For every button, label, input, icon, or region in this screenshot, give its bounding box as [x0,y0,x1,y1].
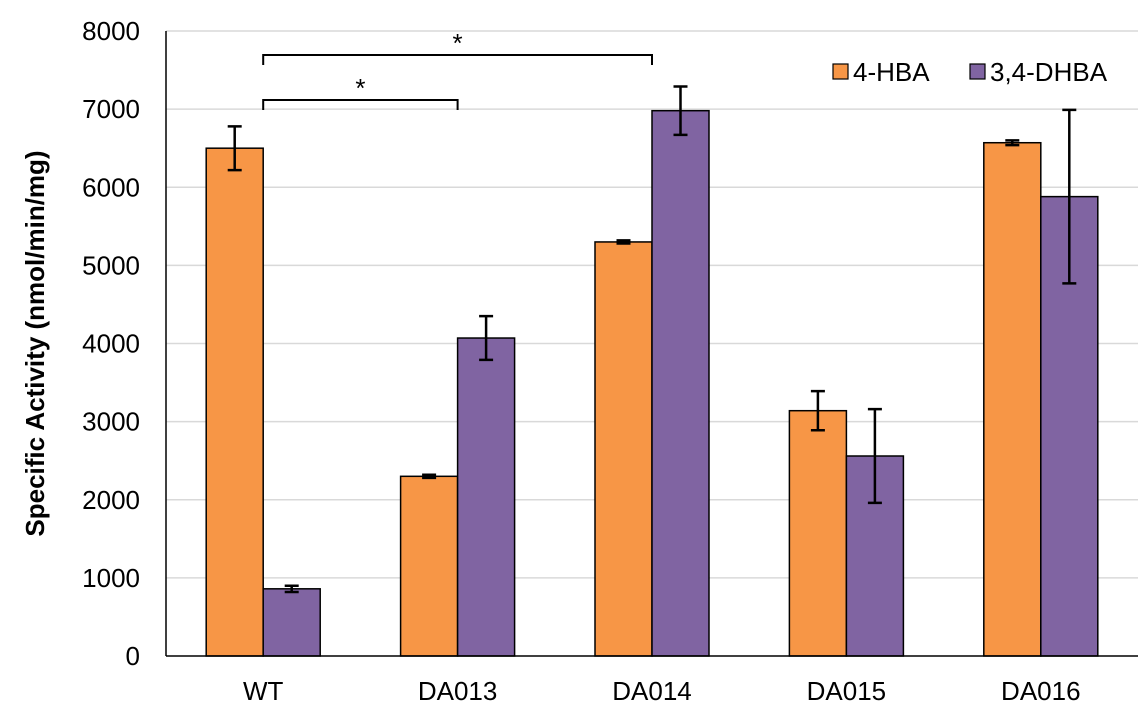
y-tick-label: 6000 [82,172,140,202]
legend-label: 4-HBA [853,57,930,87]
legend-swatch-4-hba [832,63,849,80]
bar-3-4-dhba-da014 [651,109,710,657]
error-bar [673,85,688,137]
error-bars [227,85,1077,594]
error-bar [810,389,825,432]
error-bar [479,314,494,362]
x-tick-label: DA015 [807,676,887,706]
bar-4-hba-da016 [983,141,1042,657]
bars [205,109,1099,657]
bar-4-hba-da013 [399,475,459,657]
y-tick-label: 8000 [82,16,140,46]
y-tick-label: 0 [126,641,140,671]
bar-4-hba-da015 [788,409,848,657]
x-tick-label: DA016 [1001,676,1081,706]
y-tick-label: 4000 [82,329,140,359]
error-bar [422,473,437,480]
error-bar [1005,139,1020,147]
significance-bracket [262,54,653,65]
error-bar [1062,108,1077,285]
y-tick-label: 2000 [82,485,140,515]
legend: 4-HBA 3,4-DHBA [832,57,1108,87]
bar-3-4-dhba-wt [262,588,321,657]
error-bar [867,407,882,505]
y-tick-label: 1000 [82,563,140,593]
bar-4-hba-da014 [594,241,653,657]
error-bar [616,239,631,245]
y-tick-label: 5000 [82,250,140,280]
significance-bracket [262,99,459,110]
y-axis-ticks: 0 1000 2000 3000 4000 5000 6000 7000 8000 [82,16,140,671]
significance-label: * [453,28,463,58]
legend-label: 3,4-DHBA [990,57,1108,87]
significance-label: * [355,73,365,103]
x-tick-label: DA014 [612,676,692,706]
y-axis-title: Specific Activity (nmol/min/mg) [20,150,50,536]
significance-brackets: ** [262,28,653,110]
bar-4-hba-wt [205,147,264,657]
y-tick-label: 7000 [82,94,140,124]
error-bar [227,125,242,172]
x-axis-ticks: WT DA013 DA014 DA015 DA016 [243,676,1081,706]
error-bar [284,584,299,594]
bar-3-4-dhba-da013 [456,337,516,657]
legend-swatch-3-4-dhba [969,63,986,80]
x-tick-label: WT [243,676,284,706]
y-tick-label: 3000 [82,407,140,437]
x-tick-label: DA013 [418,676,498,706]
